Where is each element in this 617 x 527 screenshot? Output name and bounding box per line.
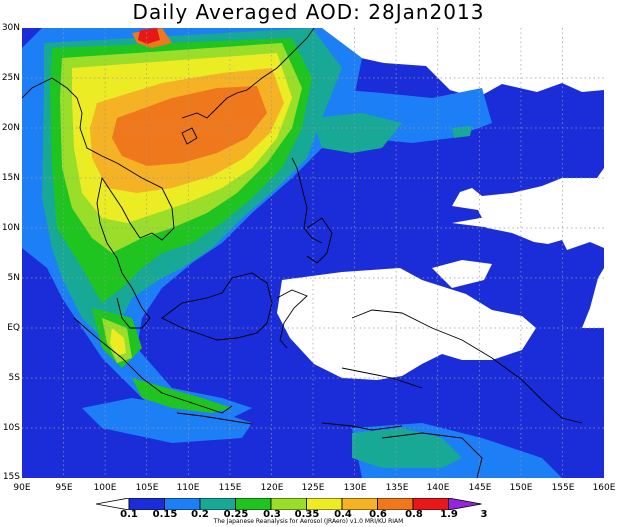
lon-label: 135E	[385, 483, 409, 493]
lon-label: 110E	[176, 483, 200, 493]
colorbar-label: 0.15	[152, 509, 178, 520]
lat-label: 10S	[2, 423, 20, 433]
aod-colorbar	[96, 498, 482, 510]
colorbar-label: 0.3	[263, 509, 281, 520]
colorbar-label: 0.35	[294, 509, 320, 520]
colorbar-label: 0.8	[405, 509, 423, 520]
colorbar-label: 1.9	[440, 509, 458, 520]
lon-label: 145E	[468, 483, 492, 493]
lat-label: 20N	[1, 123, 20, 133]
aod-map	[22, 28, 604, 478]
lat-label: 10N	[1, 223, 20, 233]
colorbar-label: 0.6	[369, 509, 387, 520]
lon-label: 150E	[509, 483, 533, 493]
lon-label: 155E	[551, 483, 575, 493]
lon-label: 90E	[13, 483, 31, 493]
aod-field	[22, 28, 604, 478]
lon-label: 130E	[343, 483, 367, 493]
lat-label: 15N	[1, 173, 20, 183]
colorbar-label: 0.25	[223, 509, 249, 520]
credit-line: The Japanese Reanalysis for Aerosol (JRA…	[213, 518, 404, 525]
colorbar-label: 0.1	[120, 509, 138, 520]
map-title: Daily Averaged AOD: 28Jan2013	[132, 0, 485, 24]
lat-label: 5N	[7, 273, 20, 283]
lat-label: EQ	[7, 323, 20, 333]
colorbar-segment	[448, 498, 482, 510]
lon-label: 160E	[592, 483, 616, 493]
lat-label: 5S	[8, 373, 20, 383]
lon-label: 125E	[301, 483, 325, 493]
coastlines	[22, 28, 583, 478]
lon-label: 120E	[260, 483, 284, 493]
graticule	[22, 28, 604, 478]
lat-label: 30N	[1, 23, 20, 33]
colorbar-label: 0.4	[334, 509, 352, 520]
lon-label: 140E	[426, 483, 450, 493]
lon-label: 100E	[93, 483, 117, 493]
lat-label: 25N	[1, 73, 20, 83]
colorbar-label: 0.2	[191, 509, 209, 520]
lon-label: 105E	[135, 483, 159, 493]
lon-label: 95E	[55, 483, 73, 493]
lat-label: 15S	[2, 472, 20, 482]
colorbar-label: 3	[480, 509, 488, 520]
lon-label: 115E	[218, 483, 242, 493]
